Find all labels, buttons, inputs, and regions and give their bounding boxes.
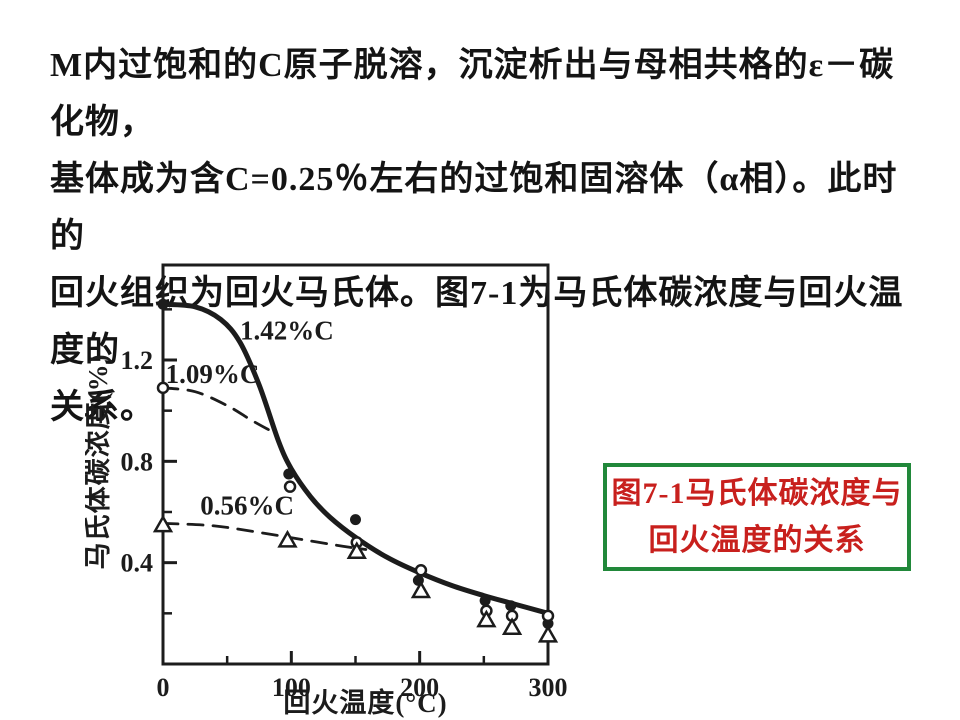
series-label-1.09%C: 1.09%C (166, 359, 260, 389)
paragraph-line-1: M内过饱和的C原子脱溶，沉淀析出与母相共格的ε－碳化物， (50, 47, 895, 141)
x-tick-label: 100 (272, 673, 311, 702)
open-circle-marker (414, 564, 428, 577)
x-tick-label: 0 (157, 673, 170, 702)
open-triangle-marker (152, 514, 174, 533)
chart-canvas: 0 100 200 300 0.4 0.8 1.2 回火温度(°C) 马氏体碳浓度(%) 1.42… (85, 263, 568, 718)
curve-0.56%C (161, 522, 368, 551)
figure-7-1-chart: 0 100 200 300 0.4 0.8 1.2 回火温度(°C) 马氏体碳浓度(%) 1.42… (85, 258, 600, 720)
open-triangle-marker (537, 624, 559, 643)
series-label-0.56%C: 0.56%C (200, 491, 294, 521)
plot-frame (161, 263, 550, 666)
open-circle-marker (541, 609, 555, 623)
open-triangle-marker (410, 580, 432, 599)
x-tick-label: 300 (529, 673, 568, 702)
filled-circle-marker (350, 514, 361, 526)
figure-caption-line-2: 回火温度的关系 (648, 524, 866, 557)
open-triangle-marker (277, 529, 298, 548)
figure-caption-box: 图7-1马氏体碳浓度与 回火温度的关系 (603, 463, 911, 571)
x-tick-label: 200 (400, 673, 439, 702)
curve-1.09%C (161, 386, 273, 433)
open-triangle-marker (476, 609, 497, 628)
filled-circle-marker (479, 595, 491, 607)
filled-circle-marker (505, 600, 517, 612)
curve-1.42%C (160, 301, 551, 616)
open-circle-marker (156, 381, 170, 395)
y-tick-label: 0.8 (121, 447, 154, 476)
filled-circle-marker (283, 468, 295, 480)
open-triangle-marker (346, 541, 367, 560)
paragraph-line-2: 基体成为含C=0.25％左右的过饱和固溶体（α相）。此时的 (50, 161, 898, 255)
y-axis-title: 马氏体碳浓度(%) (85, 353, 113, 569)
x-axis-title: 回火温度(°C) (283, 687, 447, 718)
y-tick-label: 0.4 (121, 549, 154, 578)
series-label-1.42%C: 1.42%C (240, 316, 334, 346)
figure-caption-line-1: 图7-1马氏体碳浓度与 (611, 477, 903, 510)
paragraph-line-4: 关系。 (50, 389, 155, 426)
open-circle-marker (283, 480, 297, 493)
open-triangle-marker (501, 617, 523, 636)
filled-circle-marker (157, 298, 169, 310)
y-tick-label: 1.2 (121, 346, 154, 375)
